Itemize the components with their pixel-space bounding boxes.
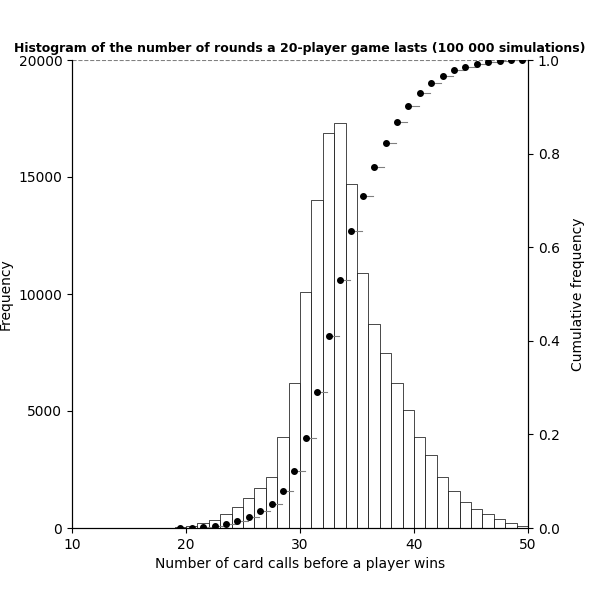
Bar [391, 383, 403, 528]
Bar [437, 476, 448, 528]
Bar [460, 502, 471, 528]
Bar [494, 518, 505, 528]
Bar [425, 455, 437, 528]
Bar [482, 514, 494, 528]
Bar [471, 509, 482, 528]
Bar [323, 133, 334, 528]
Bar [505, 523, 517, 528]
X-axis label: Number of card calls before a player wins: Number of card calls before a player win… [155, 557, 445, 571]
Bar [357, 273, 368, 528]
Bar [414, 437, 425, 528]
Y-axis label: Frequency: Frequency [0, 258, 13, 330]
Bar [220, 514, 232, 528]
Bar [311, 200, 323, 528]
Bar [186, 526, 197, 528]
Bar [368, 325, 380, 528]
Y-axis label: Cumulative frequency: Cumulative frequency [571, 217, 585, 371]
Bar [232, 507, 243, 528]
Bar [517, 526, 528, 528]
Bar [346, 184, 357, 528]
Bar [403, 410, 414, 528]
Bar [380, 352, 391, 528]
Bar [209, 520, 220, 528]
Bar [277, 437, 289, 528]
Bar [266, 476, 277, 528]
Bar [334, 123, 346, 528]
Bar [289, 383, 300, 528]
Bar [448, 491, 460, 528]
Bar [243, 497, 254, 528]
Bar [300, 292, 311, 528]
Bar [254, 488, 266, 528]
Title: Histogram of the number of rounds a 20-player game lasts (100 000 simulations): Histogram of the number of rounds a 20-p… [14, 41, 586, 55]
Bar [175, 527, 186, 528]
Bar [197, 523, 209, 528]
